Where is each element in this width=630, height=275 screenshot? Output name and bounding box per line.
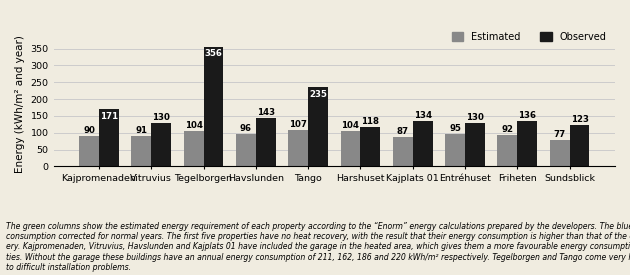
Y-axis label: Energy (kWh/m² and year): Energy (kWh/m² and year) [15, 35, 25, 173]
Text: 356: 356 [205, 49, 222, 58]
Text: 235: 235 [309, 90, 327, 99]
Bar [517, 121, 537, 166]
Text: 95: 95 [449, 124, 461, 133]
Bar [79, 136, 99, 166]
Text: 134: 134 [413, 111, 432, 120]
Bar [570, 125, 590, 166]
Bar [132, 136, 151, 166]
Text: 77: 77 [554, 130, 566, 139]
Bar [151, 123, 171, 166]
Text: 91: 91 [135, 126, 147, 135]
Bar [99, 109, 119, 166]
Legend: Estimated, Observed: Estimated, Observed [448, 28, 610, 46]
Text: 96: 96 [240, 124, 252, 133]
Text: 104: 104 [185, 121, 203, 130]
Bar [256, 118, 276, 166]
Bar [184, 131, 203, 166]
Text: 118: 118 [362, 117, 379, 126]
Bar [360, 127, 381, 166]
Bar [413, 121, 433, 166]
Text: 143: 143 [256, 108, 275, 117]
Bar [236, 134, 256, 166]
Bar [550, 141, 570, 166]
Bar [445, 134, 465, 166]
Text: 130: 130 [152, 113, 170, 122]
Text: 92: 92 [501, 125, 513, 134]
Bar [465, 123, 485, 166]
Bar [289, 130, 308, 166]
Text: 136: 136 [518, 111, 536, 120]
Text: 123: 123 [571, 115, 588, 124]
Text: 171: 171 [100, 112, 118, 120]
Bar [308, 87, 328, 166]
Text: 87: 87 [397, 127, 409, 136]
Bar [203, 46, 224, 166]
Text: The green columns show the estimated energy requirement of each property accordi: The green columns show the estimated ene… [6, 222, 630, 272]
Text: 130: 130 [466, 113, 484, 122]
Bar [393, 137, 413, 166]
Bar [341, 131, 360, 166]
Bar [498, 135, 517, 166]
Text: 104: 104 [341, 121, 360, 130]
Text: 107: 107 [289, 120, 307, 129]
Text: 90: 90 [83, 126, 95, 135]
